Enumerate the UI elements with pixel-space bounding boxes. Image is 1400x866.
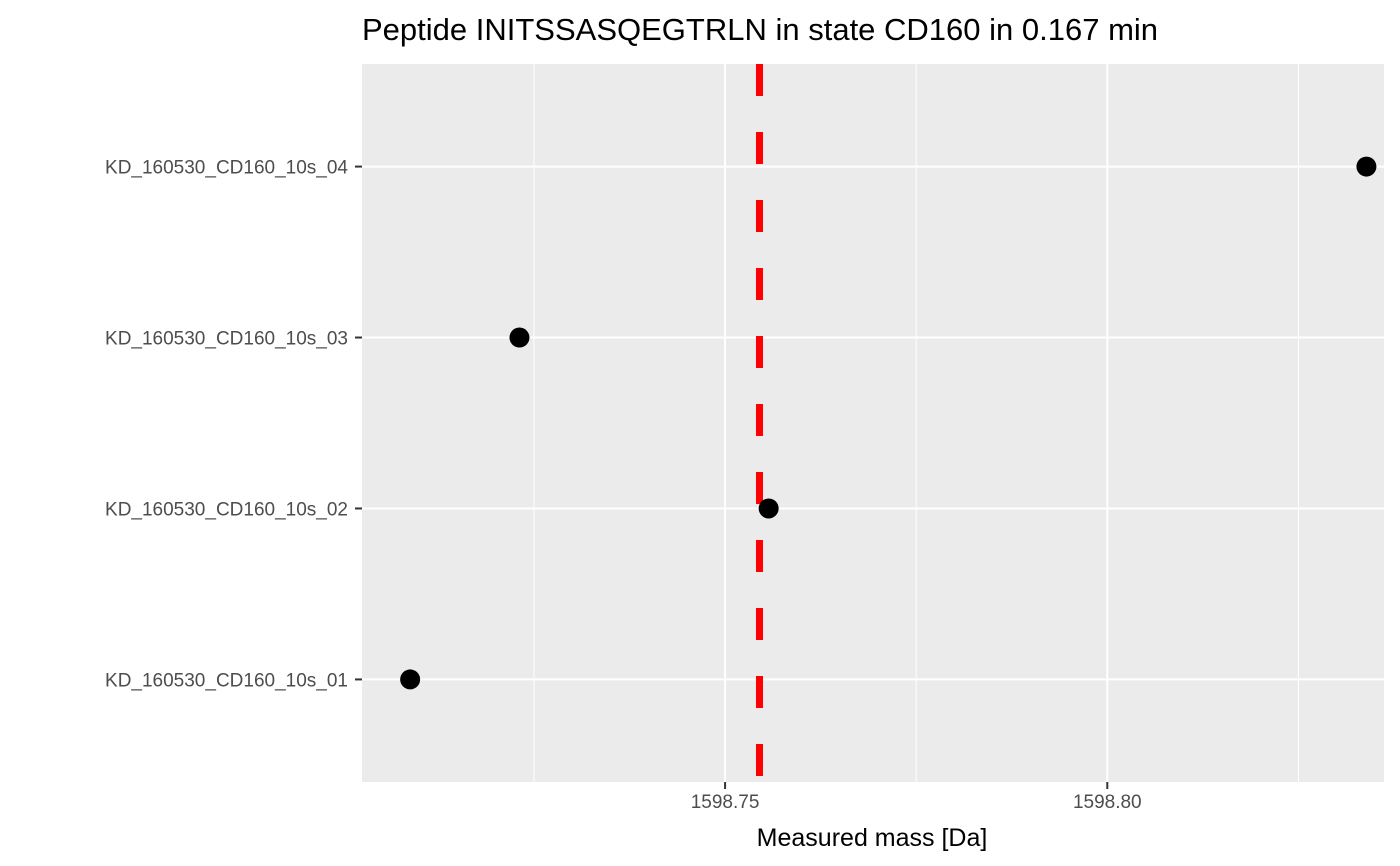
y-axis: KD_160530_CD160_10s_01 KD_160530_CD160_10… [105,158,362,691]
x-axis: 1598.75 1598.80 [691,782,1142,813]
y-tick-label-3: KD_160530_CD160_10s_03 [105,329,348,350]
y-tick-label-2: KD_160530_CD160_10s_02 [105,499,348,520]
chart-title: Peptide INITSSASQEGTRLN in state CD160 i… [362,12,1158,47]
data-point-3 [509,327,530,348]
plot-panel [362,64,1384,782]
x-axis-title: Measured mass [Da] [757,824,988,852]
points-layer [400,156,1377,690]
y-tick-label-1: KD_160530_CD160_10s_01 [105,670,348,691]
data-point-1 [400,669,421,690]
x-tick-label-2: 1598.80 [1073,792,1142,813]
major-grid [362,64,1384,782]
panel-background [362,64,1384,782]
data-point-2 [758,498,779,519]
x-tick-label-1: 1598.75 [691,792,760,813]
y-tick-label-4: KD_160530_CD160_10s_04 [105,158,348,179]
data-point-4 [1356,156,1377,177]
minor-grid [533,64,1299,782]
